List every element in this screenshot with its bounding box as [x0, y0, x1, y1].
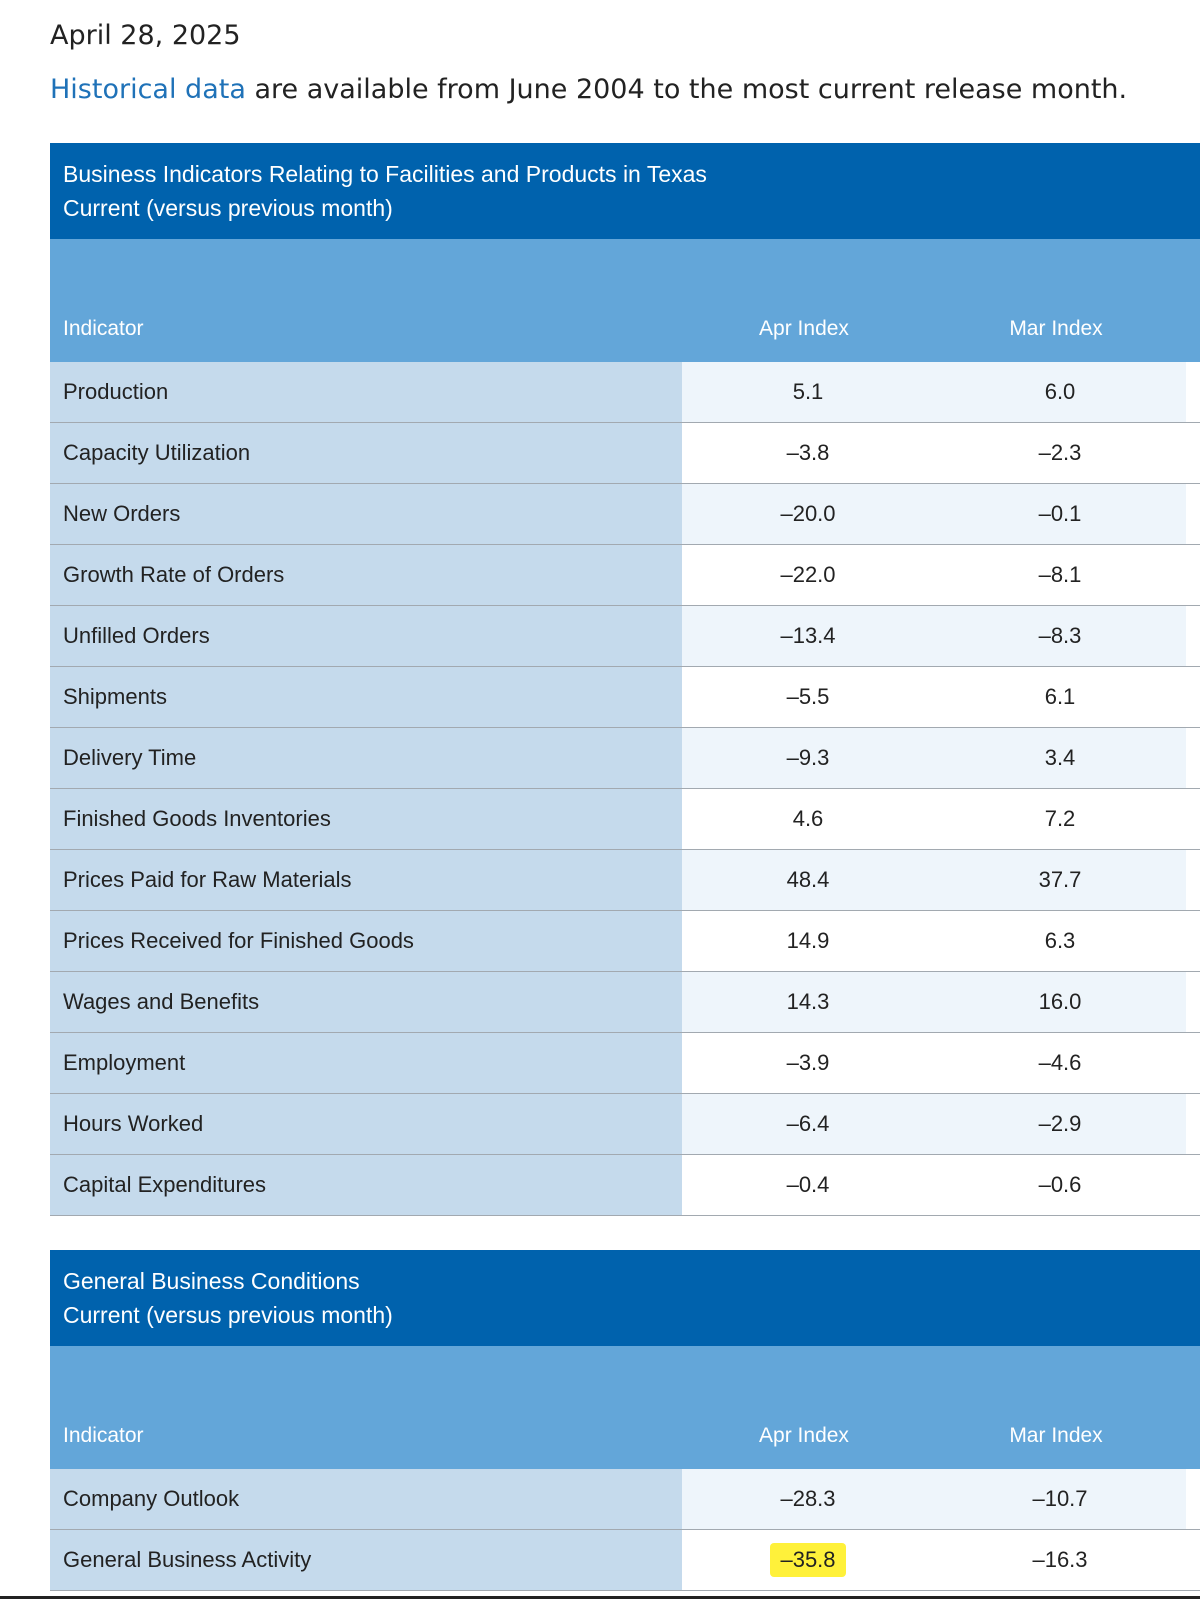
highlighted-value: –35.8 [770, 1543, 846, 1577]
indicator-cell: Company Outlook [50, 1469, 682, 1529]
mar-index-cell: 6.0 [934, 362, 1186, 422]
apr-index-cell: –5.5 [682, 667, 934, 727]
table-row: Hours Worked –6.4 –2.9 [50, 1094, 1200, 1155]
apr-index-cell: –3.9 [682, 1033, 934, 1093]
column-header-indicator: Indicator [63, 1424, 144, 1447]
indicator-cell: General Business Activity [50, 1530, 682, 1590]
apr-index-cell: –35.8 [682, 1530, 934, 1590]
mar-index-cell: 16.0 [934, 972, 1186, 1032]
mar-index-cell: –4.6 [934, 1033, 1186, 1093]
mar-index-cell: 3.4 [934, 728, 1186, 788]
page-bottom-border [0, 1596, 1200, 1599]
release-date: April 28, 2025 [50, 20, 241, 51]
table-title-bar: General Business Conditions Current (ver… [50, 1250, 1200, 1346]
mar-index-cell: –0.1 [934, 484, 1186, 544]
table-row: Unfilled Orders –13.4 –8.3 [50, 606, 1200, 667]
apr-index-cell: –0.4 [682, 1155, 934, 1215]
table-row: Finished Goods Inventories 4.6 7.2 [50, 789, 1200, 850]
apr-index-cell: –3.8 [682, 423, 934, 483]
apr-index-cell: –6.4 [682, 1094, 934, 1154]
indicator-cell: Unfilled Orders [50, 606, 682, 666]
historical-data-link[interactable]: Historical data [50, 74, 246, 105]
indicator-cell: Prices Received for Finished Goods [50, 911, 682, 971]
table-body: Production 5.1 6.0 Capacity Utilization –3.… [50, 362, 1200, 1216]
mar-index-cell: –2.3 [934, 423, 1186, 483]
indicator-cell: Employment [50, 1033, 682, 1093]
mar-index-cell: –10.7 [934, 1469, 1186, 1529]
column-header-mar-index: Mar Index [1009, 317, 1103, 340]
mar-index-cell: –8.3 [934, 606, 1186, 666]
indicator-cell: Wages and Benefits [50, 972, 682, 1032]
table-title: Business Indicators Relating to Faciliti… [63, 161, 707, 187]
mar-index-cell: –8.1 [934, 545, 1186, 605]
table-body: Company Outlook –28.3 –10.7 General Busine… [50, 1469, 1200, 1591]
apr-index-cell: –22.0 [682, 545, 934, 605]
table-row: Delivery Time –9.3 3.4 [50, 728, 1200, 789]
indicator-cell: Production [50, 362, 682, 422]
table-row: Growth Rate of Orders –22.0 –8.1 [50, 545, 1200, 606]
table-row: Company Outlook –28.3 –10.7 [50, 1469, 1200, 1530]
table-row: Capital Expenditures –0.4 –0.6 [50, 1155, 1200, 1216]
table-column-header: Indicator Apr Index Mar Index [50, 1346, 1200, 1469]
general-business-conditions-table: General Business Conditions Current (ver… [50, 1250, 1200, 1591]
indicator-cell: Shipments [50, 667, 682, 727]
indicator-cell: Finished Goods Inventories [50, 789, 682, 849]
table-column-header: Indicator Apr Index Mar Index [50, 239, 1200, 362]
apr-index-cell: 5.1 [682, 362, 934, 422]
apr-index-cell: –20.0 [682, 484, 934, 544]
apr-index-cell: 14.3 [682, 972, 934, 1032]
table-row: New Orders –20.0 –0.1 [50, 484, 1200, 545]
mar-index-cell: –16.3 [934, 1530, 1186, 1590]
apr-index-cell: –9.3 [682, 728, 934, 788]
mar-index-cell: 6.3 [934, 911, 1186, 971]
apr-index-cell: 4.6 [682, 789, 934, 849]
table-row: Employment –3.9 –4.6 [50, 1033, 1200, 1094]
table-row: Capacity Utilization –3.8 –2.3 [50, 423, 1200, 484]
apr-index-cell: –13.4 [682, 606, 934, 666]
table-title: General Business Conditions [63, 1268, 360, 1294]
apr-index-cell: –28.3 [682, 1469, 934, 1529]
table-subtitle: Current (versus previous month) [63, 1302, 393, 1328]
indicator-cell: Delivery Time [50, 728, 682, 788]
table-row: General Business Activity –35.8 –16.3 [50, 1530, 1200, 1591]
table-row: Shipments –5.5 6.1 [50, 667, 1200, 728]
column-header-mar-index: Mar Index [1009, 1424, 1103, 1447]
mar-index-cell: –0.6 [934, 1155, 1186, 1215]
indicator-cell: New Orders [50, 484, 682, 544]
table-row: Wages and Benefits 14.3 16.0 [50, 972, 1200, 1033]
table-title-bar: Business Indicators Relating to Faciliti… [50, 143, 1200, 239]
mar-index-cell: 6.1 [934, 667, 1186, 727]
column-header-apr-index: Apr Index [759, 1424, 849, 1447]
table-row: Production 5.1 6.0 [50, 362, 1200, 423]
apr-index-cell: 14.9 [682, 911, 934, 971]
mar-index-cell: 7.2 [934, 789, 1186, 849]
indicator-cell: Growth Rate of Orders [50, 545, 682, 605]
column-header-indicator: Indicator [63, 317, 144, 340]
facilities-products-table: Business Indicators Relating to Faciliti… [50, 143, 1200, 1216]
indicator-cell: Capital Expenditures [50, 1155, 682, 1215]
column-header-apr-index: Apr Index [759, 317, 849, 340]
table-row: Prices Received for Finished Goods 14.9 6.… [50, 911, 1200, 972]
intro-rest-text: are available from June 2004 to the most… [245, 74, 1128, 105]
table-subtitle: Current (versus previous month) [63, 195, 393, 221]
mar-index-cell: 37.7 [934, 850, 1186, 910]
indicator-cell: Capacity Utilization [50, 423, 682, 483]
intro-text: Historical data are available from June … [50, 74, 1127, 105]
apr-index-cell: 48.4 [682, 850, 934, 910]
indicator-cell: Hours Worked [50, 1094, 682, 1154]
indicator-cell: Prices Paid for Raw Materials [50, 850, 682, 910]
mar-index-cell: –2.9 [934, 1094, 1186, 1154]
table-row: Prices Paid for Raw Materials 48.4 37.7 [50, 850, 1200, 911]
